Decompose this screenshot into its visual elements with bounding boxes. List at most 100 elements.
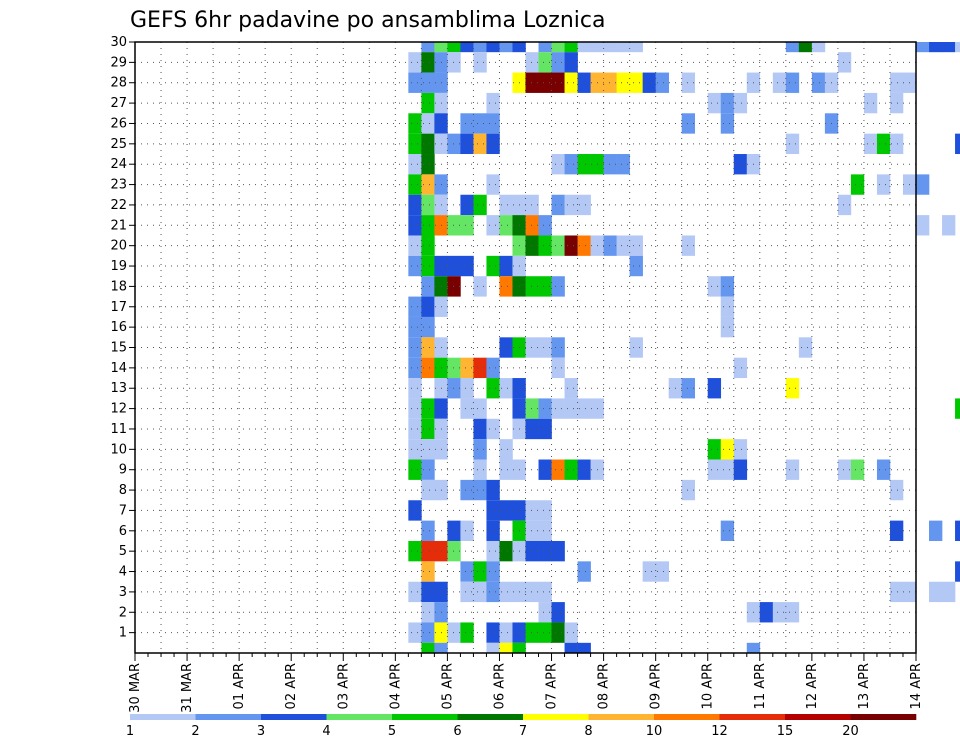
x-tick-label: 10 APR bbox=[701, 663, 716, 709]
heatmap-cell bbox=[564, 42, 578, 53]
heatmap-cell bbox=[955, 42, 960, 53]
colorbar-segment bbox=[523, 714, 589, 720]
heatmap-cell bbox=[421, 72, 435, 93]
heatmap-cell bbox=[577, 72, 591, 93]
y-tick-label: 2 bbox=[119, 605, 127, 620]
heatmap-cell bbox=[629, 235, 643, 256]
heatmap-cell bbox=[785, 72, 800, 93]
y-tick-label: 8 bbox=[119, 483, 127, 498]
heatmap-cell bbox=[460, 133, 474, 155]
heatmap-cell bbox=[421, 540, 435, 562]
colorbar-segment bbox=[392, 714, 458, 720]
heatmap-cell bbox=[538, 337, 552, 358]
heatmap-cell bbox=[551, 42, 565, 53]
heatmap-cell bbox=[421, 622, 435, 643]
heatmap-cell bbox=[421, 154, 435, 175]
heatmap-cell bbox=[850, 174, 865, 195]
colorbar-label: 2 bbox=[191, 724, 199, 739]
heatmap-cell bbox=[538, 72, 552, 93]
heatmap-cell bbox=[889, 520, 904, 541]
heatmap-cell bbox=[408, 500, 422, 521]
heatmap-cell bbox=[408, 113, 422, 134]
heatmap-cell bbox=[785, 378, 800, 399]
heatmap-cell bbox=[460, 194, 474, 216]
heatmap-cell bbox=[408, 52, 422, 73]
y-tick-label: 27 bbox=[110, 96, 127, 111]
colorbar-segment bbox=[130, 714, 196, 720]
heatmap-cell bbox=[720, 276, 735, 297]
heatmap-cell bbox=[916, 215, 930, 236]
heatmap-cell bbox=[538, 52, 552, 73]
y-tick-label: 13 bbox=[110, 381, 127, 396]
colorbar-segment bbox=[326, 714, 393, 720]
heatmap-cell bbox=[551, 459, 565, 480]
heatmap-cell bbox=[434, 642, 448, 653]
heatmap-cell bbox=[942, 42, 956, 53]
heatmap-cell bbox=[499, 337, 513, 358]
heatmap-cell bbox=[499, 500, 513, 521]
heatmap-cell bbox=[460, 113, 474, 134]
heatmap-cell bbox=[798, 42, 813, 53]
heatmap-cell bbox=[551, 398, 565, 419]
heatmap-cell bbox=[447, 520, 461, 541]
heatmap-cell bbox=[499, 642, 513, 653]
heatmap-cell bbox=[525, 215, 539, 236]
heatmap-cell bbox=[421, 520, 435, 541]
heatmap-cell bbox=[460, 215, 474, 236]
heatmap-cell bbox=[460, 479, 474, 501]
heatmap-cell bbox=[408, 337, 422, 358]
heatmap-cell bbox=[408, 215, 422, 236]
heatmap-cell bbox=[551, 72, 565, 93]
heatmap-cell bbox=[421, 418, 435, 440]
heatmap-cell bbox=[577, 398, 591, 419]
heatmap-cell bbox=[551, 357, 565, 379]
y-tick-label: 1 bbox=[119, 626, 127, 641]
colorbar-segment bbox=[654, 714, 720, 720]
heatmap-cell bbox=[499, 255, 513, 277]
heatmap-cell bbox=[538, 581, 552, 603]
heatmap-cell bbox=[408, 540, 422, 562]
heatmap-cell bbox=[408, 133, 422, 155]
heatmap-cell bbox=[421, 296, 435, 317]
y-tick-label: 16 bbox=[110, 320, 127, 335]
heatmap-cell bbox=[499, 378, 513, 399]
heatmap-cell bbox=[447, 378, 461, 399]
heatmap-cell bbox=[707, 92, 722, 114]
heatmap-cell bbox=[447, 255, 461, 277]
heatmap-cell bbox=[551, 154, 565, 175]
heatmap-cell bbox=[473, 439, 487, 460]
x-tick-label: 31 MAR bbox=[180, 663, 195, 713]
heatmap-cell bbox=[499, 42, 513, 53]
heatmap-cell bbox=[538, 622, 552, 643]
heatmap-cell bbox=[629, 42, 643, 53]
heatmap-cell bbox=[785, 133, 800, 155]
colorbar-legend: 1 2 3 4 5 6 7 8 10 12 15 20 bbox=[126, 714, 917, 739]
y-tick-label: 15 bbox=[110, 341, 127, 356]
x-tick-label: 08 APR bbox=[597, 663, 612, 709]
heatmap-cell bbox=[655, 561, 669, 582]
heatmap-cell bbox=[746, 642, 761, 653]
heatmap-cell bbox=[473, 561, 487, 582]
heatmap-cell bbox=[525, 337, 539, 358]
heatmap-cell bbox=[889, 133, 904, 155]
heatmap-cell bbox=[785, 42, 800, 53]
heatmap-cell bbox=[564, 622, 578, 643]
heatmap-cell bbox=[642, 561, 656, 582]
y-tick-label: 9 bbox=[119, 463, 127, 478]
heatmap-cell bbox=[538, 235, 552, 256]
heatmap-cell bbox=[473, 133, 487, 155]
heatmap-cell bbox=[577, 561, 591, 582]
heatmap-cell bbox=[720, 459, 735, 480]
heatmap-cell bbox=[421, 357, 435, 379]
heatmap-cell bbox=[447, 540, 461, 562]
heatmap-cell bbox=[720, 520, 735, 541]
heatmap-cell bbox=[486, 113, 500, 134]
heatmap-cell bbox=[720, 316, 735, 338]
heatmap-cell bbox=[408, 316, 422, 338]
heatmap-cell bbox=[889, 92, 904, 114]
heatmap-cell bbox=[733, 439, 748, 460]
x-tick-label: 03 APR bbox=[336, 663, 351, 709]
heatmap-cell bbox=[603, 42, 617, 53]
